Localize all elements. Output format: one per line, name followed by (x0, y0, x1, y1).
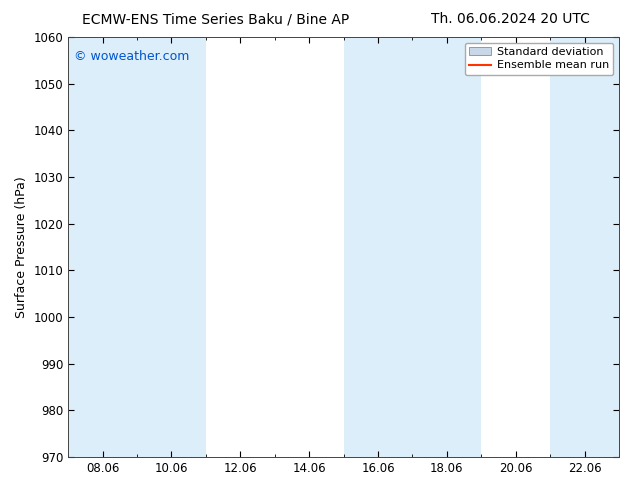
Legend: Standard deviation, Ensemble mean run: Standard deviation, Ensemble mean run (465, 43, 614, 75)
Bar (68, 37, 137, 457)
Text: Th. 06.06.2024 20 UTC: Th. 06.06.2024 20 UTC (431, 12, 590, 26)
Text: ECMW-ENS Time Series Baku / Bine AP: ECMW-ENS Time Series Baku / Bine AP (82, 12, 350, 26)
Text: © woweather.com: © woweather.com (74, 50, 189, 63)
Bar (344, 37, 413, 457)
Bar (413, 37, 481, 457)
Bar (137, 37, 206, 457)
Bar (550, 37, 619, 457)
Y-axis label: Surface Pressure (hPa): Surface Pressure (hPa) (15, 176, 28, 318)
